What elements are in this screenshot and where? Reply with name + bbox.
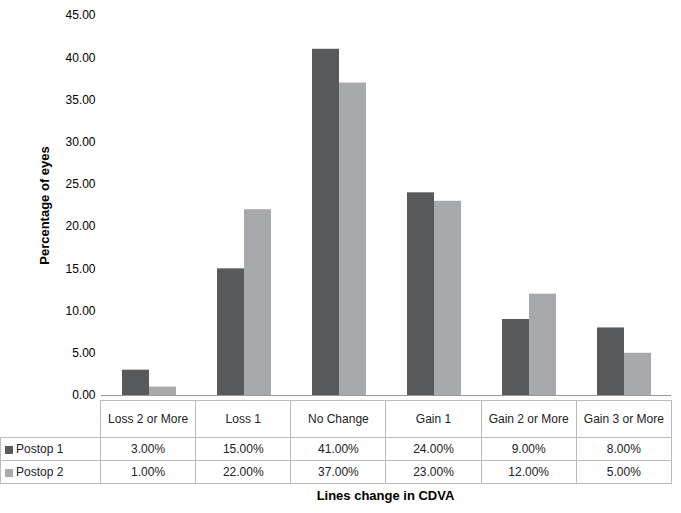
- html-text:41.00%: 41.00%: [318, 442, 359, 456]
- html-text:1.00%: 1.00%: [131, 465, 166, 479]
- html-text:22.00%: 22.00%: [222, 465, 264, 479]
- html-text:Loss 1: Loss 1: [225, 412, 261, 426]
- html-text:15.00%: 15.00%: [222, 442, 264, 456]
- html-text:No Change: No Change: [308, 412, 369, 426]
- svg-text:45.00: 45.00: [65, 8, 95, 22]
- svg-text:20.00: 20.00: [65, 219, 95, 233]
- html-text:37.00%: 37.00%: [318, 465, 359, 479]
- html-text:8.00%: 8.00%: [606, 442, 641, 456]
- svg-text:10.00: 10.00: [65, 304, 95, 318]
- svg-text:40.00: 40.00: [65, 51, 95, 65]
- html-text:Postop 2: Postop 2: [16, 465, 64, 479]
- html-text:Gain 1: Gain 1: [415, 412, 452, 426]
- svg-text:15.00: 15.00: [65, 262, 95, 276]
- html-text:24.00%: 24.00%: [413, 442, 454, 456]
- html-text:5.00%: 5.00%: [606, 465, 641, 479]
- html-text:Gain 3 or More: Gain 3 or More: [583, 412, 664, 426]
- html-text:Postop 1: Postop 1: [16, 442, 64, 456]
- svg-text:30.00: 30.00: [65, 135, 95, 149]
- html-text:Loss 2 or More: Loss 2 or More: [108, 412, 189, 426]
- svg-text:0.00: 0.00: [72, 388, 96, 400]
- html-text:9.00%: 9.00%: [511, 442, 546, 456]
- svg-text:Percentage of eyes: Percentage of eyes: [37, 146, 52, 265]
- html-text:Lines change in CDVA: Lines change in CDVA: [316, 488, 455, 503]
- html-text:Gain 2 or More: Gain 2 or More: [488, 412, 569, 426]
- html-text:3.00%: 3.00%: [131, 442, 166, 456]
- svg-text:35.00: 35.00: [65, 93, 95, 107]
- html-text:12.00%: 12.00%: [508, 465, 549, 479]
- svg-text:5.00: 5.00: [72, 346, 96, 360]
- svg-text:25.00: 25.00: [65, 177, 95, 191]
- html-text:23.00%: 23.00%: [413, 465, 454, 479]
